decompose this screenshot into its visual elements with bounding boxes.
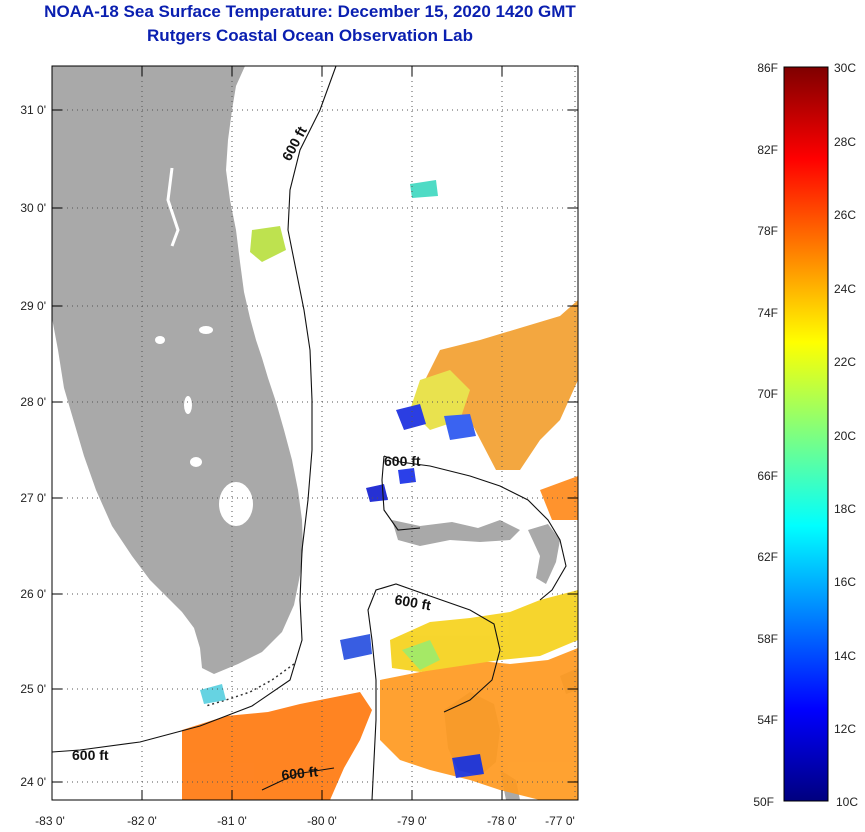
abaco: [528, 524, 560, 584]
map-frame: [51, 65, 579, 801]
lake: [199, 326, 213, 334]
chart-title: NOAA-18 Sea Surface Temperature: Decembe…: [44, 2, 576, 21]
sst-patch-yellow-north: [410, 370, 470, 430]
c-label: 14C: [834, 649, 856, 663]
c-label: 12C: [834, 722, 856, 736]
longitude-labels: -83 0' -82 0' -81 0' -80 0' -79 0' -78 0…: [35, 814, 575, 828]
contour-600ft-great-bahama: [367, 583, 501, 800]
c-label: 28C: [834, 135, 856, 149]
f-label: 62F: [757, 550, 778, 564]
grand-bahama: [392, 520, 520, 546]
f-label: 66F: [757, 469, 778, 483]
f-label: 86F: [757, 61, 778, 75]
contour-label: 600 ft: [72, 747, 109, 763]
lake: [155, 336, 165, 344]
lake: [190, 457, 202, 467]
sst-patch-blue-2: [444, 414, 476, 440]
lat-label: 28 0': [20, 395, 46, 409]
sst-patch-green-1: [402, 640, 440, 670]
map-area: [52, 66, 578, 800]
f-label: 70F: [757, 387, 778, 401]
river: [166, 167, 180, 247]
frame-ticks: [52, 66, 578, 800]
sst-patch-teal-1: [410, 180, 438, 198]
lat-label: 30 0': [20, 201, 46, 215]
chart-subtitle: Rutgers Coastal Ocean Observation Lab: [147, 26, 473, 45]
lon-label: -80 0': [307, 814, 337, 828]
lat-label: 25 0': [20, 682, 46, 696]
lon-label: -79 0': [397, 814, 427, 828]
sst-patch-green-nw: [250, 226, 286, 262]
colorbar-f-labels: 86F 82F 78F 74F 70F 66F 62F 58F 54F 50F: [753, 61, 778, 809]
contour-600ft-south: [261, 767, 335, 791]
sst-patches: [182, 180, 578, 800]
contour-labels: 600 ft 600 ft 600 ft 600 ft 600 ft: [72, 123, 433, 783]
sst-patch-north: [420, 300, 578, 470]
colorbar-gradient: [783, 66, 829, 802]
lon-label: -78 0': [487, 814, 517, 828]
f-label: 74F: [757, 306, 778, 320]
contour-label: 600 ft: [281, 763, 319, 783]
f-label: 50F: [753, 795, 774, 809]
lat-label: 31 0': [20, 103, 46, 117]
c-label: 24C: [834, 282, 856, 296]
sst-patch-blue-1: [396, 404, 426, 430]
sst-patch-warm-south: [182, 692, 372, 800]
c-label: 10C: [836, 795, 858, 809]
lon-label: -77 0': [545, 814, 575, 828]
lat-label: 27 0': [20, 491, 46, 505]
sst-patch-orange-east: [380, 648, 578, 800]
lat-label: 29 0': [20, 299, 46, 313]
lat-label: 24 0': [20, 775, 46, 789]
f-label: 78F: [757, 224, 778, 238]
sst-patch-blue-se: [452, 754, 484, 778]
sst-patch-yellow-1: [390, 590, 578, 672]
c-label: 30C: [834, 61, 856, 75]
c-label: 22C: [834, 355, 856, 369]
lake: [184, 396, 192, 414]
contour-600ft-little-bahama: [381, 455, 567, 601]
contour-label: 600 ft: [384, 453, 421, 469]
colorbar-c-labels: 30C 28C 26C 24C 22C 20C 18C 16C 14C 12C …: [834, 61, 858, 809]
contours: [52, 66, 567, 800]
f-label: 58F: [757, 632, 778, 646]
sst-patch-blue-sw: [340, 634, 372, 660]
lon-label: -83 0': [35, 814, 65, 828]
f-label: 82F: [757, 143, 778, 157]
c-label: 18C: [834, 502, 856, 516]
lat-label: 26 0': [20, 587, 46, 601]
contour-label: 600 ft: [393, 591, 432, 613]
sst-patch-cyan-keys: [200, 684, 226, 704]
c-label: 20C: [834, 429, 856, 443]
f-label: 54F: [757, 713, 778, 727]
latitude-labels: 31 0' 30 0' 29 0' 28 0' 27 0' 26 0' 25 0…: [20, 103, 46, 789]
c-label: 26C: [834, 208, 856, 222]
contour-600ft-florida-shelf: [52, 66, 337, 753]
sst-patch-orange-ne: [540, 476, 578, 520]
lake-okeechobee: [219, 482, 253, 526]
lon-label: -81 0': [217, 814, 247, 828]
lon-label: -82 0': [127, 814, 157, 828]
c-label: 16C: [834, 575, 856, 589]
